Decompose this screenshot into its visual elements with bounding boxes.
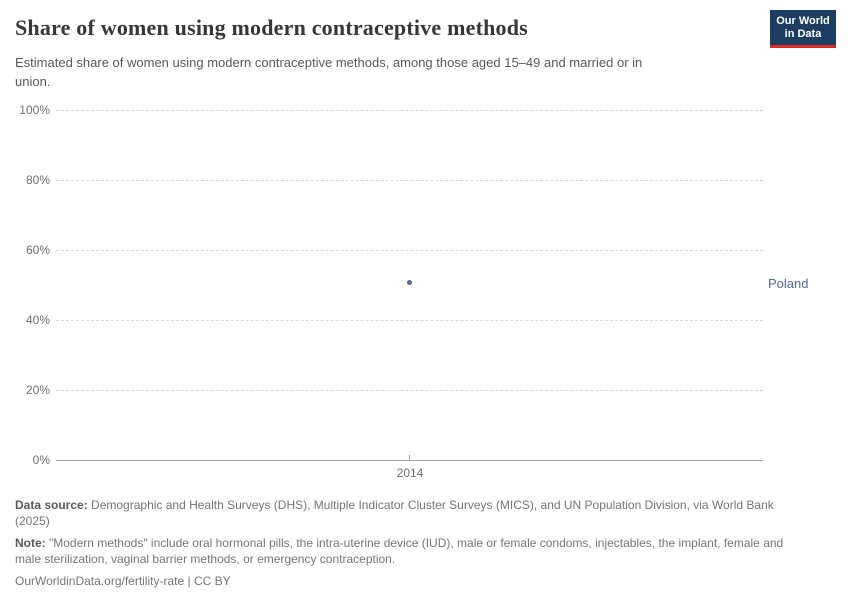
page-title: Share of women using modern contraceptiv… [15,15,528,40]
y-axis-tick-20: 20% [25,383,50,397]
series-label-poland: Poland [768,276,809,291]
gridline-20 [56,390,763,391]
x-axis-tick-2014: 2014 [396,466,424,480]
data-source-label: Data source: [15,498,88,512]
citation-line: OurWorldinData.org/fertility-rate | CC B… [15,574,231,588]
y-axis-tick-60: 60% [25,243,50,257]
chart-subtitle: Estimated share of women using modern co… [15,53,765,91]
gridline-60 [56,250,763,251]
note-text: "Modern methods" include oral hormonal p… [15,536,784,566]
data-source-text: Demographic and Health Surveys (DHS), Mu… [15,498,774,528]
gridline-80 [56,180,763,181]
owid-logo-line1: Our World [776,15,830,27]
data-point-poland-2014 [407,280,412,285]
note-label: Note: [15,536,46,550]
y-axis-tick-0: 0% [32,453,50,467]
x-axis-tickmark-2014 [409,455,410,461]
owid-logo: Our World in Data [770,10,836,48]
gridline-100 [56,110,763,111]
data-source-line: Data source: Demographic and Health Surv… [15,497,810,529]
note-line: Note: "Modern methods" include oral horm… [15,535,810,567]
y-axis-tick-40: 40% [25,313,50,327]
y-axis-tick-80: 80% [25,173,50,187]
owid-logo-line2: in Data [784,28,822,40]
y-axis-tick-100: 100% [19,103,50,117]
chart-footer: Data source: Demographic and Health Surv… [15,497,810,589]
chart-subtitle-line2: union. [15,74,51,89]
chart-subtitle-line1: Estimated share of women using modern co… [15,55,643,70]
gridline-40 [56,320,763,321]
